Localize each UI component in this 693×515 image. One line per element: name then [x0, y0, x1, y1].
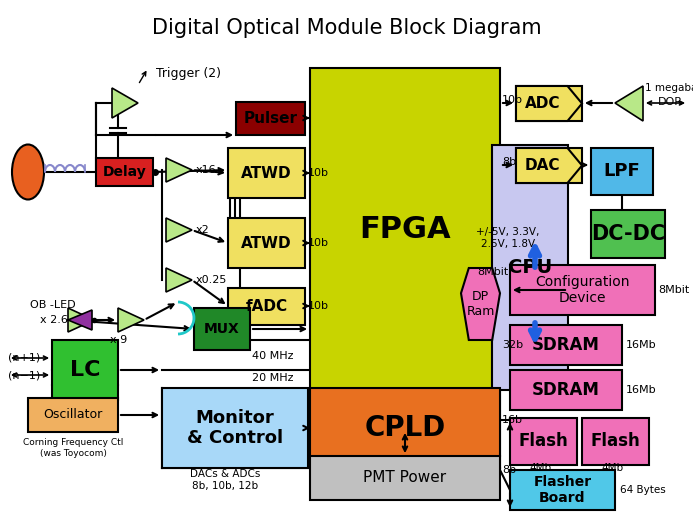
Bar [510, 418, 577, 465]
Text: Configuration
Device: Configuration Device [535, 275, 630, 305]
Bar [310, 68, 500, 390]
Text: Monitor
& Control: Monitor & Control [187, 408, 283, 448]
Bar [194, 308, 250, 350]
Bar [52, 340, 118, 400]
Bar [310, 456, 500, 500]
Text: +/-5V, 3.3V,
2.5V, 1.8V: +/-5V, 3.3V, 2.5V, 1.8V [476, 227, 540, 249]
Text: CPLD: CPLD [365, 414, 446, 442]
Text: 10b: 10b [502, 95, 523, 105]
Text: 16b: 16b [502, 415, 523, 425]
Bar [28, 398, 118, 432]
Text: Pulser: Pulser [243, 111, 297, 126]
Text: LPF: LPF [604, 163, 640, 180]
Bar [516, 148, 582, 183]
Text: CPU: CPU [508, 258, 552, 277]
Text: DAC: DAC [525, 158, 560, 173]
Text: (n+1): (n+1) [8, 353, 40, 363]
Text: OB -LED: OB -LED [30, 300, 76, 310]
Text: Trigger (2): Trigger (2) [156, 67, 221, 80]
Text: x16: x16 [196, 165, 217, 175]
Bar [228, 148, 305, 198]
Text: 10b: 10b [308, 238, 329, 248]
Text: 10b: 10b [308, 301, 329, 311]
Text: LC: LC [70, 360, 100, 380]
Text: SDRAM: SDRAM [532, 381, 600, 399]
Text: Corning Frequency Ctl
(was Toyocom): Corning Frequency Ctl (was Toyocom) [23, 438, 123, 458]
Text: DAC: DAC [532, 158, 567, 173]
Bar [310, 388, 500, 468]
Text: DACs & ADCs
8b, 10b, 12b: DACs & ADCs 8b, 10b, 12b [190, 469, 260, 491]
Ellipse shape [12, 145, 44, 199]
Text: x 9: x 9 [110, 335, 128, 345]
Text: 40 MHz: 40 MHz [252, 351, 294, 361]
Text: DC-DC: DC-DC [591, 224, 665, 244]
Polygon shape [166, 268, 192, 292]
Text: Oscillator: Oscillator [44, 408, 103, 421]
Bar [96, 158, 153, 186]
Text: 8Mbit: 8Mbit [477, 267, 508, 277]
Text: 4Mb: 4Mb [601, 463, 623, 473]
Text: x2: x2 [196, 225, 210, 235]
Bar [516, 86, 582, 121]
Polygon shape [166, 218, 192, 242]
Text: x 2.6: x 2.6 [40, 315, 68, 325]
Text: Delay: Delay [103, 165, 146, 179]
Bar [591, 210, 665, 258]
Text: 64 Bytes: 64 Bytes [620, 485, 666, 495]
Bar [228, 288, 305, 325]
Text: x0.25: x0.25 [196, 275, 227, 285]
Polygon shape [615, 86, 643, 121]
Bar [510, 265, 655, 315]
Text: ADC: ADC [525, 96, 560, 111]
Text: Flash: Flash [590, 433, 640, 451]
Text: (n−1): (n−1) [8, 370, 40, 380]
Bar [582, 418, 649, 465]
Text: 1 megabaud: 1 megabaud [645, 83, 693, 93]
Polygon shape [112, 88, 138, 118]
Text: 16Mb: 16Mb [626, 385, 657, 395]
Polygon shape [166, 158, 192, 182]
Text: FPGA: FPGA [359, 215, 451, 244]
Text: 10b: 10b [308, 168, 329, 178]
Text: 32b: 32b [502, 340, 523, 350]
Polygon shape [68, 308, 94, 332]
Polygon shape [516, 148, 582, 183]
Bar [510, 470, 615, 510]
Text: ATWD: ATWD [241, 165, 292, 180]
Bar [591, 148, 653, 195]
Text: 8Mbit: 8Mbit [658, 285, 690, 295]
Bar [492, 145, 568, 390]
Polygon shape [461, 268, 500, 340]
Text: DP
Ram: DP Ram [466, 290, 495, 318]
Bar [510, 370, 622, 410]
Bar [162, 388, 308, 468]
Polygon shape [516, 86, 582, 121]
Bar [236, 102, 305, 135]
Text: 20 MHz: 20 MHz [252, 373, 294, 383]
Text: 8b: 8b [502, 465, 516, 475]
Text: Flasher
Board: Flasher Board [534, 475, 592, 505]
Text: ATWD: ATWD [241, 235, 292, 250]
Text: Flash: Flash [518, 433, 568, 451]
Text: fADC: fADC [245, 299, 288, 314]
Text: DOR: DOR [658, 97, 683, 107]
Bar [228, 218, 305, 268]
Text: SDRAM: SDRAM [532, 336, 600, 354]
Text: 4Mb: 4Mb [529, 463, 551, 473]
Bar [510, 325, 622, 365]
Polygon shape [118, 308, 144, 332]
Text: MUX: MUX [204, 322, 240, 336]
Polygon shape [68, 310, 92, 330]
Text: 8b: 8b [502, 157, 516, 167]
Text: ADC: ADC [532, 96, 567, 111]
Text: 16Mb: 16Mb [626, 340, 657, 350]
Text: PMT Power: PMT Power [363, 471, 446, 486]
Text: Digital Optical Module Block Diagram: Digital Optical Module Block Diagram [152, 18, 541, 38]
